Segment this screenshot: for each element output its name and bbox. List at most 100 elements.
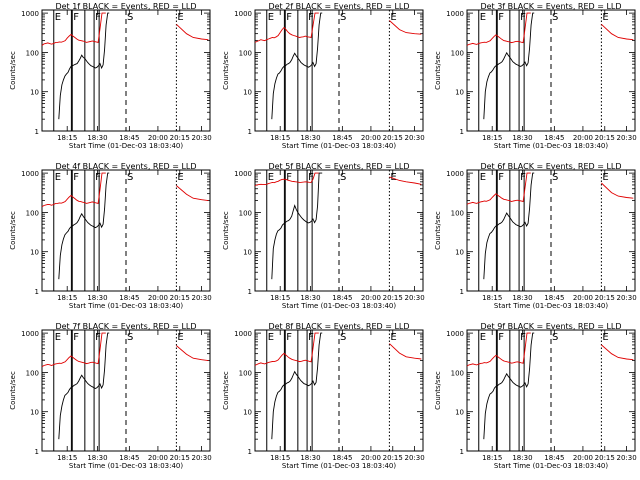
x-tick-label: 20:30 xyxy=(405,294,425,302)
y-tick-label: 1000 xyxy=(21,330,39,338)
x-tick-label: 18:30 xyxy=(512,294,532,302)
x-axis-label: Start Time (01-Dec-03 18:03:40) xyxy=(69,462,183,470)
x-tick-label: 20:15 xyxy=(170,294,190,302)
y-tick-label: 100 xyxy=(239,369,252,377)
marker-label: F xyxy=(308,12,314,23)
x-tick-label: 20:30 xyxy=(617,134,637,142)
lld-tail-line xyxy=(389,176,422,185)
lld-series-line xyxy=(254,12,319,43)
lld-series-line xyxy=(466,12,531,46)
lld-series-line xyxy=(41,12,106,46)
x-tick-label: 18:30 xyxy=(87,134,107,142)
x-tick-label: 20:15 xyxy=(383,134,403,142)
events-series-line xyxy=(58,172,110,280)
x-tick-label: 20:15 xyxy=(170,454,190,462)
lld-tail-line xyxy=(389,343,422,360)
events-series-line xyxy=(271,12,323,120)
y-tick-label: 1000 xyxy=(234,10,252,18)
panel-title: Det 4f BLACK = Events, RED = LLD xyxy=(55,162,196,171)
x-axis-label: Start Time (01-Dec-03 18:03:40) xyxy=(282,142,396,150)
events-series-line xyxy=(483,332,535,440)
marker-label: F xyxy=(286,12,292,23)
x-tick-label: 18:45 xyxy=(332,454,352,462)
x-tick-label: 20:30 xyxy=(192,134,212,142)
lld-series-line xyxy=(254,332,319,366)
marker-label: S xyxy=(552,172,558,183)
lld-tail-line xyxy=(176,23,209,41)
panel-grid: Det 1f BLACK = Events, RED = LLD 1 10 100 10… xyxy=(9,2,637,470)
marker-label: F xyxy=(498,12,504,23)
marker-label: E xyxy=(390,172,396,183)
lld-tail-line xyxy=(176,185,209,202)
marker-label: E xyxy=(390,332,396,343)
x-tick-label: 20:30 xyxy=(192,454,212,462)
marker-label: S xyxy=(340,172,346,183)
y-tick-label: 1 xyxy=(35,448,39,456)
marker-label: F xyxy=(95,332,101,343)
marker-label: E xyxy=(480,332,486,343)
x-tick-label: 20:30 xyxy=(617,294,637,302)
marker-label: E xyxy=(480,172,486,183)
events-series-line xyxy=(483,172,535,280)
x-tick-label: 18:45 xyxy=(332,134,352,142)
events-series-line xyxy=(271,172,323,280)
panel: Det 9f BLACK = Events, RED = LLD 1 10 100 10… xyxy=(434,322,637,470)
marker-label: F xyxy=(520,332,526,343)
x-tick-label: 18:45 xyxy=(332,294,352,302)
y-tick-label: 1000 xyxy=(446,170,464,178)
panel-title: Det 7f BLACK = Events, RED = LLD xyxy=(55,322,196,331)
x-axis-label: Start Time (01-Dec-03 18:03:40) xyxy=(494,142,608,150)
x-tick-label: 18:45 xyxy=(119,454,139,462)
x-tick-label: 18:15 xyxy=(482,294,502,302)
marker-label: F xyxy=(286,172,292,183)
events-series-line xyxy=(58,332,110,440)
x-tick-label: 18:15 xyxy=(270,454,290,462)
x-tick-label: 20:00 xyxy=(361,454,381,462)
marker-label: F xyxy=(520,12,526,23)
panel-title: Det 6f BLACK = Events, RED = LLD xyxy=(480,162,621,171)
y-tick-label: 10 xyxy=(243,89,252,97)
marker-label: E xyxy=(602,12,608,23)
panel: Det 5f BLACK = Events, RED = LLD 1 10 100 10… xyxy=(222,162,425,310)
panel-title: Det 5f BLACK = Events, RED = LLD xyxy=(268,162,409,171)
y-tick-label: 10 xyxy=(455,249,464,257)
marker-label: F xyxy=(73,172,79,183)
y-tick-label: 1 xyxy=(460,448,464,456)
events-series-line xyxy=(483,12,535,120)
marker-label: E xyxy=(390,12,396,23)
marker-label: E xyxy=(177,12,183,23)
y-axis-label: Counts/sec xyxy=(222,211,230,250)
y-tick-label: 1000 xyxy=(234,170,252,178)
marker-label: F xyxy=(308,332,314,343)
panel-title: Det 8f BLACK = Events, RED = LLD xyxy=(268,322,409,331)
x-tick-label: 20:15 xyxy=(170,134,190,142)
marker-label: E xyxy=(268,332,274,343)
panel: Det 4f BLACK = Events, RED = LLD 1 10 100 10… xyxy=(9,162,212,310)
y-axis-label: Counts/sec xyxy=(222,51,230,90)
x-tick-label: 20:15 xyxy=(383,454,403,462)
y-tick-label: 100 xyxy=(26,49,39,57)
y-tick-label: 10 xyxy=(455,89,464,97)
y-tick-label: 1000 xyxy=(21,10,39,18)
x-tick-label: 18:15 xyxy=(57,294,77,302)
marker-label: S xyxy=(340,332,346,343)
y-axis-label: Counts/sec xyxy=(9,371,17,410)
x-tick-label: 18:45 xyxy=(544,294,564,302)
x-tick-label: 18:45 xyxy=(119,134,139,142)
x-tick-label: 18:45 xyxy=(544,134,564,142)
panel-title: Det 3f BLACK = Events, RED = LLD xyxy=(480,2,621,11)
y-tick-label: 1000 xyxy=(446,10,464,18)
x-tick-label: 20:30 xyxy=(192,294,212,302)
y-tick-label: 100 xyxy=(26,369,39,377)
marker-label: F xyxy=(73,12,79,23)
x-tick-label: 20:15 xyxy=(595,454,615,462)
y-tick-label: 10 xyxy=(243,409,252,417)
lld-tail-line xyxy=(389,20,422,35)
x-tick-label: 20:00 xyxy=(573,134,593,142)
panel: Det 6f BLACK = Events, RED = LLD 1 10 100 10… xyxy=(434,162,637,310)
marker-label: E xyxy=(55,172,61,183)
panel: Det 7f BLACK = Events, RED = LLD 1 10 100 10… xyxy=(9,322,212,470)
marker-label: F xyxy=(95,172,101,183)
marker-label: E xyxy=(268,12,274,23)
